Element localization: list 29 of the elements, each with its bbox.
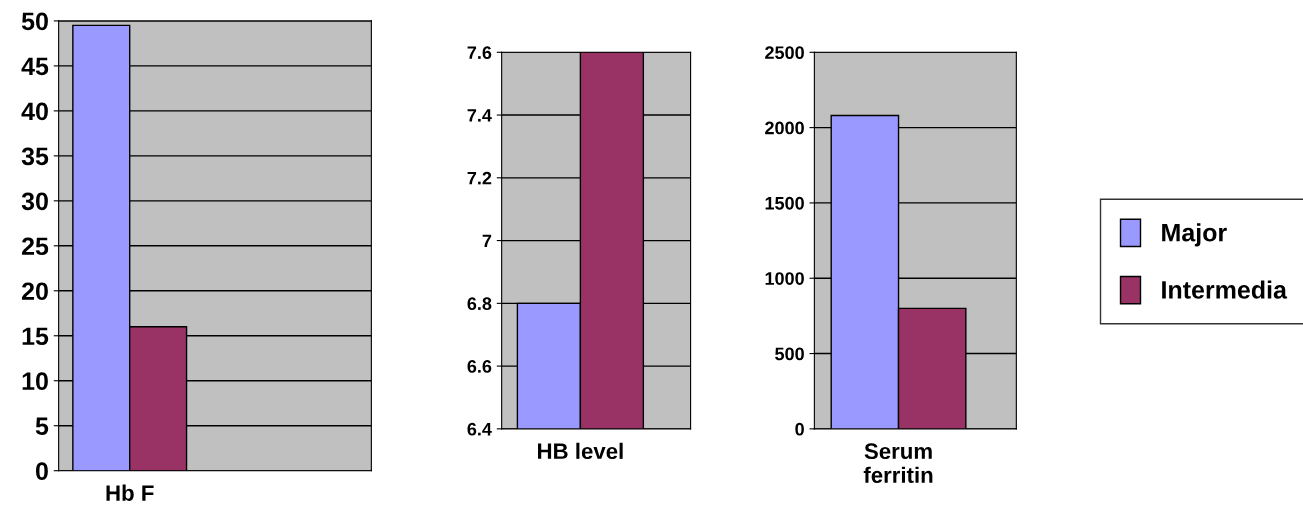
- legend-label: Intermedia: [1162, 280, 1288, 299]
- y-tick-label: 50: [21, 12, 48, 31]
- y-tick-label: 35: [21, 147, 49, 166]
- y-tick-label: 0: [36, 462, 48, 480]
- y-tick-label: 6.6: [467, 360, 492, 373]
- y-tick-label: 15: [22, 327, 49, 346]
- y-tick-label: 20: [21, 282, 48, 301]
- x-tick-label: Hb F: [106, 484, 154, 501]
- y-tick-label: 30: [21, 192, 48, 211]
- y-tick-label: 7: [482, 234, 492, 248]
- y-tick-label: 1000: [765, 272, 804, 285]
- y-tick-label: 0: [795, 422, 804, 436]
- x-tick-label: Serum ferritin: [863, 443, 933, 484]
- y-tick-label: 2000: [765, 121, 804, 135]
- y-tick-label: 7.2: [467, 171, 492, 185]
- y-tick-label: 2500: [765, 46, 804, 60]
- y-tick-label: 7.6: [467, 46, 492, 60]
- y-tick-label: 45: [21, 57, 49, 76]
- y-tick-label: 40: [21, 102, 48, 121]
- y-tick-label: 5: [35, 417, 49, 436]
- legend-label: Major: [1162, 223, 1227, 247]
- y-tick-label: 25: [21, 237, 49, 256]
- y-tick-label: 1500: [765, 196, 804, 210]
- y-tick-label: 500: [775, 347, 804, 361]
- y-tick-label: 6.8: [467, 297, 492, 311]
- y-tick-label: 7.4: [467, 109, 492, 122]
- x-tick-label: HB level: [538, 442, 623, 460]
- y-tick-label: 6.4: [467, 422, 492, 436]
- y-tick-label: 10: [22, 372, 48, 391]
